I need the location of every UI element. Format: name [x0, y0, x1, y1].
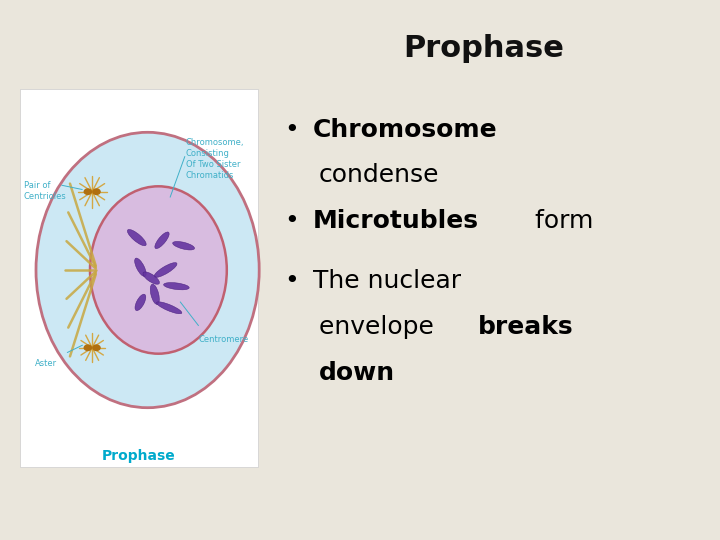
Ellipse shape: [150, 284, 159, 305]
Text: form: form: [527, 210, 594, 233]
Ellipse shape: [154, 262, 177, 278]
Text: Aster: Aster: [35, 359, 57, 368]
Circle shape: [93, 189, 100, 194]
Ellipse shape: [156, 302, 182, 314]
Ellipse shape: [143, 272, 159, 284]
Text: Prophase: Prophase: [102, 449, 176, 463]
Circle shape: [93, 345, 100, 350]
Ellipse shape: [90, 186, 227, 354]
Circle shape: [84, 189, 91, 194]
Text: •: •: [284, 118, 299, 141]
Text: Chromosome,
Consisting
Of Two Sister
Chromatids: Chromosome, Consisting Of Two Sister Chr…: [186, 138, 244, 180]
Ellipse shape: [127, 230, 146, 246]
Text: condense: condense: [319, 164, 439, 187]
Text: The nuclear: The nuclear: [313, 269, 462, 293]
Ellipse shape: [36, 132, 259, 408]
Ellipse shape: [163, 282, 189, 290]
Circle shape: [84, 345, 91, 350]
Text: Microtubles: Microtubles: [313, 210, 480, 233]
Ellipse shape: [155, 232, 169, 248]
FancyBboxPatch shape: [20, 89, 258, 467]
Text: Prophase: Prophase: [403, 34, 564, 63]
Ellipse shape: [135, 294, 145, 310]
Text: Centromere: Centromere: [198, 335, 248, 344]
Text: •: •: [284, 210, 299, 233]
Text: breaks: breaks: [477, 315, 573, 339]
Text: envelope: envelope: [319, 315, 442, 339]
Text: Pair of
Centrioles: Pair of Centrioles: [24, 181, 66, 201]
Ellipse shape: [173, 241, 194, 250]
Text: down: down: [319, 361, 395, 385]
Text: Chromosome: Chromosome: [313, 118, 498, 141]
Text: •: •: [284, 269, 299, 293]
Ellipse shape: [135, 258, 146, 276]
